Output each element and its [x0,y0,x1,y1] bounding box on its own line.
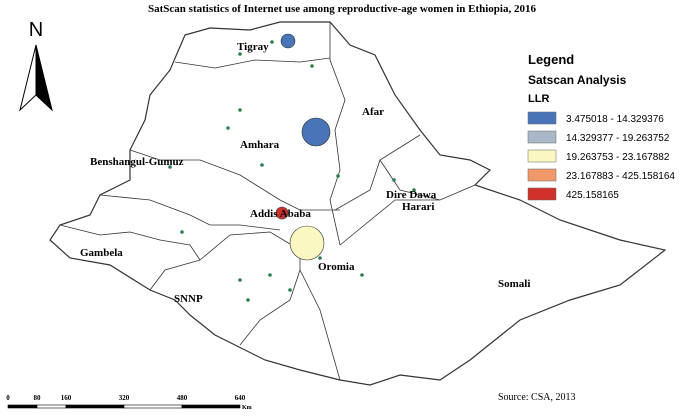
cluster [301,117,331,147]
source-note: Source: CSA, 2013 [498,392,576,403]
legend-swatch [527,168,557,182]
region-label: SNNP [174,293,203,305]
legend: Legend Satscan Analysis LLR 3.475018 - 1… [527,52,675,201]
region-label: Gambela [80,247,123,259]
scale-segment [123,404,183,409]
legend-field: LLR [528,93,549,105]
legend-label: 19.263753 - 23.167882 [566,152,670,163]
cluster [280,33,296,49]
cluster [289,225,325,261]
scale-label: 80 [34,394,42,402]
map-title: SatScan statistics of Internet use among… [148,3,536,15]
country-outline [49,21,667,386]
legend-label: 23.167883 - 425.158164 [566,171,675,182]
legend-swatch [527,111,557,125]
scale-label: 160 [61,394,72,402]
legend-subtitle: Satscan Analysis [528,73,627,87]
region-boundary [59,22,476,381]
legend-label: 425.158165 [566,190,619,201]
region-label: Somali [498,278,530,290]
legend-label: 14.329377 - 19.263752 [566,133,670,144]
scale-segment [36,404,67,409]
scale-label: 0 [6,394,10,402]
region-label: Tigray [237,41,269,53]
scale-label: 640 [235,394,246,402]
scale-segment [65,404,125,409]
region-label: Addis Ababa [250,208,311,220]
legend-title: Legend [528,52,574,67]
region-label: Afar [362,106,384,118]
legend-swatch [527,130,557,144]
scale-label: 480 [177,394,188,402]
sample-points [168,40,416,302]
scale-unit: Km [242,405,252,411]
region-label: Amhara [240,139,280,151]
north-arrow [19,44,37,112]
region-label: Benshangul-Gumuz [90,156,184,168]
legend-swatch [527,187,557,201]
scale-segment [7,404,38,409]
scale-segment [181,404,241,409]
scale-label: 320 [119,394,130,402]
legend-swatch [527,149,557,163]
legend-label: 3.475018 - 14.329376 [566,114,664,125]
region-label: Harari [402,201,434,213]
north-arrow [35,44,53,112]
region-label: Oromia [318,261,355,273]
north-label: N [29,19,43,41]
region-label: Dire Dawa [386,189,437,201]
cluster [275,206,289,220]
